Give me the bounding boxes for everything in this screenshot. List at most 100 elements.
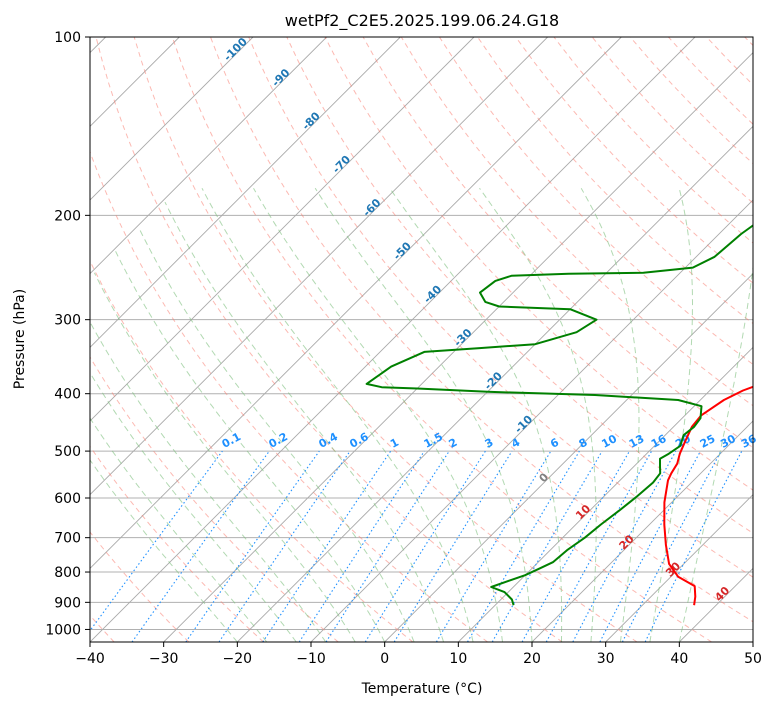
moist-adiabat-line	[90, 417, 268, 642]
isotherm-line	[237, 125, 753, 642]
temperature-profile-line	[663, 385, 753, 606]
moist-adiabat-line	[253, 187, 503, 642]
x-tick-label: −10	[296, 651, 326, 667]
y-axis-label: Pressure (hPa)	[12, 289, 28, 389]
y-axis: 100 200 300 400 500 600 700 800 900 1000	[45, 30, 90, 638]
dry-adiabat-line	[553, 37, 753, 244]
dry-adiabat-line	[90, 259, 414, 642]
mixing-ratio-label: 25	[698, 432, 718, 451]
mixing-ratio-label: 10	[599, 432, 619, 451]
x-tick-label: 0	[380, 651, 389, 667]
isotherm-line	[679, 567, 753, 642]
dry-adiabat-line	[438, 37, 753, 366]
isotherm-label: 40	[712, 584, 732, 604]
isotherm-label: -20	[482, 369, 505, 392]
mixing-ratio-label: 3	[483, 436, 496, 451]
x-tick-label: −30	[149, 651, 179, 667]
y-tick-label: 500	[54, 444, 81, 460]
dry-adiabat-line	[668, 37, 753, 125]
dry-adiabat-line	[90, 531, 190, 642]
isotherm-label: -70	[330, 153, 353, 176]
mixing-ratio-label: 16	[649, 432, 669, 451]
dry-adiabat-line	[95, 37, 563, 642]
dry-adiabat-line	[90, 150, 488, 642]
dry-adiabat-line	[515, 37, 753, 284]
x-axis-label: Temperature (°C)	[361, 681, 483, 697]
isotherm-line	[90, 37, 622, 569]
mixing-ratio-line	[393, 450, 513, 642]
isotherm-line	[458, 346, 753, 642]
x-tick-label: −20	[223, 651, 253, 667]
moist-adiabat-line	[138, 227, 415, 642]
isotherm-line	[531, 420, 753, 642]
mixing-ratio-label: 0.6	[347, 430, 371, 451]
dry-adiabat-line	[744, 37, 753, 47]
moist-adiabat-line	[115, 251, 386, 642]
x-axis: −40 −30 −20 −10 0 10 20 30 40 50	[75, 642, 762, 667]
mixing-ratio-lines	[90, 450, 743, 642]
isotherm-line	[605, 494, 753, 642]
isotherm-line	[163, 52, 753, 642]
mixing-ratio-line	[599, 450, 701, 642]
moist-adiabat-line	[90, 371, 297, 642]
y-tick-label: 700	[54, 531, 81, 547]
y-tick-label: 200	[54, 208, 81, 224]
isotherm-line	[90, 37, 475, 422]
dry-adiabat-line	[591, 37, 753, 204]
mixing-ratio-label: 13	[627, 432, 647, 451]
mixing-ratio-line	[521, 450, 630, 642]
isotherm-label: -30	[451, 326, 474, 349]
mixing-ratio-label: 36	[739, 432, 759, 451]
mixing-ratio-line	[185, 450, 320, 642]
isotherm-line	[90, 37, 254, 201]
isotherm-label: -100	[221, 35, 250, 64]
moist-adiabat-line	[479, 187, 597, 642]
isotherm-line	[90, 37, 327, 275]
mixing-ratio-line	[131, 450, 270, 642]
mixing-ratio-line	[298, 450, 425, 642]
moist-adiabat-line	[678, 263, 753, 642]
dry-adiabat-line	[706, 37, 753, 86]
moist-adiabat-line	[389, 187, 563, 642]
plot-frame	[89, 36, 754, 643]
x-tick-label: 30	[597, 651, 615, 667]
moist-adiabat-line	[580, 187, 640, 642]
mixing-ratio-line	[262, 450, 392, 642]
mixing-ratio-label: 30	[718, 432, 738, 451]
y-tick-label: 800	[54, 565, 81, 581]
mixing-ratio-line	[364, 450, 486, 642]
mixing-ratio-line	[545, 450, 653, 642]
x-tick-label: 20	[523, 651, 541, 667]
isotherm-label: -10	[512, 412, 535, 435]
profile-series	[365, 224, 753, 606]
grid-layer	[90, 37, 753, 642]
mixing-ratio-label: 2	[447, 436, 460, 451]
mixing-ratio-label: 4	[509, 436, 522, 451]
isotherm-label: -60	[360, 196, 383, 219]
x-tick-label: 40	[670, 651, 688, 667]
isotherm-label: -90	[269, 66, 292, 89]
dry-adiabat-line	[133, 37, 638, 642]
mixing-ratio-line	[572, 450, 677, 642]
dry-adiabat-line	[210, 37, 753, 623]
y-tick-label: 300	[54, 313, 81, 329]
moist-adiabat-line	[649, 188, 693, 642]
isotherm-label: -50	[391, 239, 414, 262]
isotherm-line	[90, 37, 696, 642]
x-tick-label: 50	[744, 651, 762, 667]
y-tick-label: 1000	[45, 622, 81, 638]
dry-adiabats	[90, 37, 753, 642]
mixing-ratio-line	[90, 450, 223, 632]
moist-adiabat-line	[164, 201, 445, 642]
mixing-ratio-label: 1.5	[422, 430, 445, 451]
isotherm-line	[90, 37, 401, 348]
mixing-ratio-label: 6	[548, 436, 561, 451]
dry-adiabat-line	[90, 356, 339, 642]
dry-adiabat-line	[400, 37, 753, 407]
moist-adiabat-line	[90, 321, 327, 642]
chart-title: wetPf2_C2E5.2025.199.06.24.G18	[285, 11, 559, 31]
mixing-ratio-line	[325, 450, 450, 642]
dry-adiabat-line	[248, 37, 753, 578]
isotherm-line	[384, 273, 753, 642]
moist-adiabats	[90, 187, 753, 642]
